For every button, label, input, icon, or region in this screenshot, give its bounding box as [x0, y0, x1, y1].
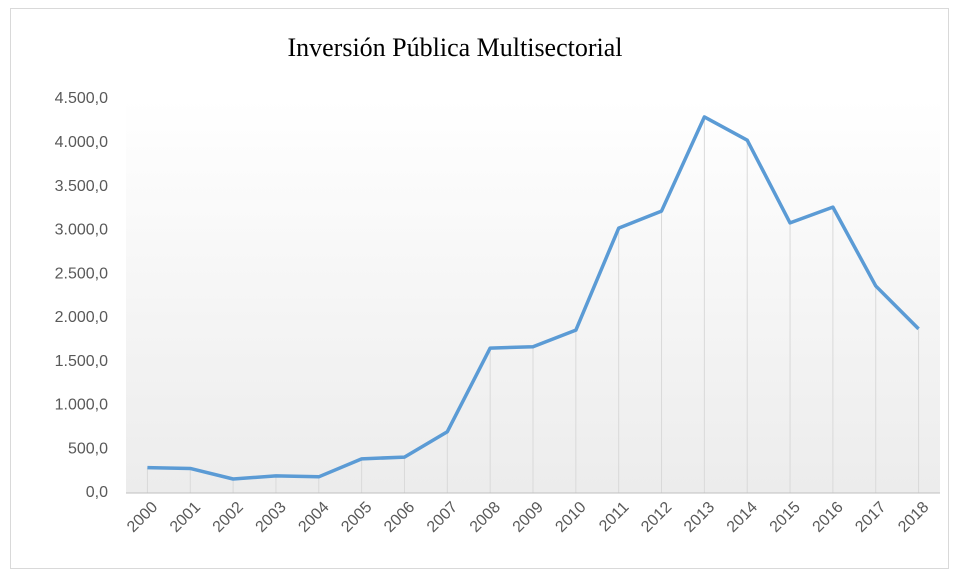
y-tick-label: 4.000,0 [55, 134, 108, 151]
y-tick-label: 0,0 [86, 484, 108, 501]
y-tick-label: 1.500,0 [55, 353, 108, 370]
chart-title: Inversión Pública Multisectorial [287, 33, 622, 62]
y-tick-label: 2.500,0 [55, 265, 108, 282]
y-tick-label: 3.500,0 [55, 178, 108, 195]
y-tick-label: 4.500,0 [55, 90, 108, 107]
y-tick-label: 3.000,0 [55, 222, 108, 239]
y-tick-label: 500,0 [68, 440, 108, 457]
line [147, 115, 920, 481]
y-tick-label: 1.000,0 [55, 397, 108, 414]
y-tick-label: 2.000,0 [55, 309, 108, 326]
